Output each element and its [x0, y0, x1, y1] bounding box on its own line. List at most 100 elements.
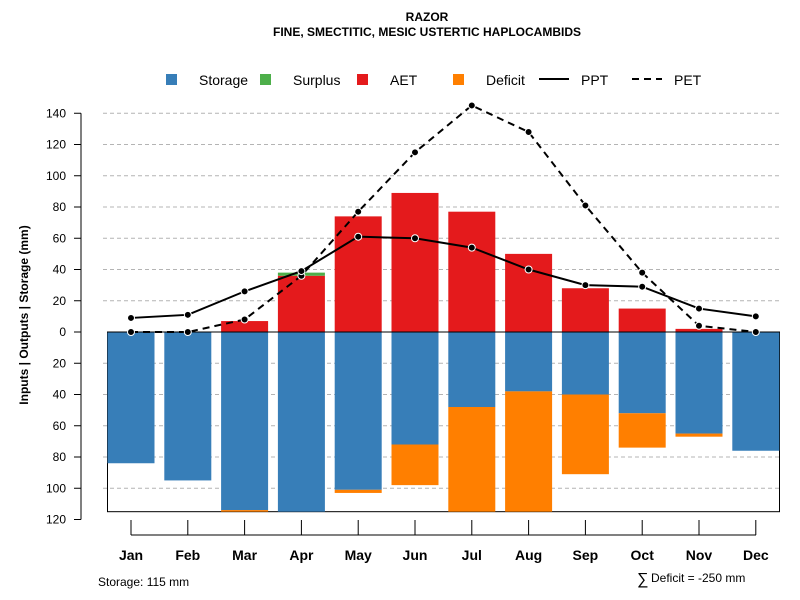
legend-label: Deficit	[486, 72, 525, 88]
deficit-bar	[391, 444, 439, 486]
deficit-sum-symbol: ∑	[637, 571, 648, 588]
legend-label: PPT	[581, 72, 609, 88]
legend-label: AET	[390, 72, 418, 88]
pet-point	[411, 148, 419, 157]
ppt-point	[183, 310, 192, 319]
pet-point	[183, 328, 192, 336]
storage-footer: Storage: 115 mm	[98, 575, 189, 589]
deficit-footer: Deficit = -250 mm	[651, 571, 745, 585]
x-tick-label: Dec	[743, 547, 769, 563]
aet-bar	[561, 288, 609, 332]
y-tick-label: 120	[46, 513, 66, 527]
line-series	[127, 101, 760, 336]
chart-subtitle: FINE, SMECTITIC, MESIC USTERTIC HAPLOCAM…	[273, 25, 581, 39]
y-tick-label: 60	[53, 231, 67, 245]
pet-point	[695, 321, 703, 330]
ppt-point	[354, 232, 363, 241]
pet-line	[131, 104, 756, 333]
y-axis-label: Inputs | Outputs | Storage (mm)	[17, 225, 31, 404]
x-tick-label: Nov	[686, 547, 713, 563]
pet-point	[524, 128, 533, 136]
legend-label: Storage	[199, 72, 248, 88]
x-tick-label: Jun	[403, 547, 428, 563]
x-tick-label: Oct	[631, 547, 655, 563]
ppt-point	[467, 243, 476, 252]
y-tick-label: 20	[53, 356, 67, 370]
x-tick-label: Aug	[515, 547, 542, 563]
legend-label: Surplus	[293, 72, 340, 88]
aet-bar	[675, 328, 723, 332]
storage-bar	[618, 332, 666, 414]
x-axis: Jan Feb Mar Apr May Jun Jul Aug Sep Oct Nov Dec	[119, 520, 769, 563]
y-tick-label: 140	[46, 106, 66, 120]
x-tick-label: Mar	[232, 547, 257, 563]
ppt-point	[524, 265, 533, 274]
pet-point	[467, 101, 476, 110]
y-tick-label: 100	[46, 169, 66, 183]
aet-bar	[391, 192, 439, 332]
legend-swatch	[166, 74, 177, 85]
ppt-point	[297, 267, 306, 276]
y-tick-label: 60	[53, 419, 67, 433]
deficit-bar	[675, 433, 723, 437]
y-tick-label: 80	[53, 200, 67, 214]
x-tick-label: Feb	[175, 547, 200, 563]
storage-bar	[164, 332, 212, 481]
aet-bar	[221, 321, 269, 332]
storage-bar	[732, 332, 780, 451]
storage-bar	[334, 332, 382, 490]
deficit-bar	[505, 391, 553, 512]
pet-point	[751, 328, 760, 336]
legend-swatch	[357, 74, 368, 85]
legend-swatch	[453, 74, 464, 85]
storage-bar	[221, 332, 269, 511]
storage-bar	[107, 332, 155, 464]
ppt-point	[695, 304, 703, 313]
ppt-point	[127, 313, 135, 322]
x-tick-label: Jul	[462, 547, 482, 563]
legend: Storage Surplus AET Deficit PPT PET	[166, 72, 702, 88]
storage-bar	[448, 332, 496, 407]
y-tick-label: 40	[53, 263, 67, 277]
ppt-point	[751, 312, 760, 321]
aet-bar	[448, 211, 496, 332]
ppt-point	[581, 281, 590, 290]
ppt-point	[240, 287, 249, 296]
aet-bar	[618, 308, 666, 332]
y-tick-label: 0	[59, 325, 66, 339]
ppt-line	[130, 235, 756, 319]
storage-bar	[391, 332, 439, 445]
x-tick-label: Apr	[289, 547, 314, 563]
chart-title: RAZOR	[406, 10, 449, 24]
deficit-bar	[221, 510, 269, 512]
pet-point	[581, 201, 590, 210]
storage-bar	[277, 332, 325, 512]
y-axis: 140 120 100 80 60 40 20 0 20 40 60 80 100 120	[46, 106, 82, 527]
x-tick-label: Sep	[573, 547, 599, 563]
aet-bar	[277, 275, 325, 332]
storage-bar	[675, 332, 723, 434]
y-tick-label: 20	[53, 294, 67, 308]
legend-swatch	[260, 74, 271, 85]
x-tick-label: Jan	[119, 547, 143, 563]
ppt-point	[411, 234, 419, 243]
storage-bar	[505, 332, 553, 392]
pet-point	[127, 328, 135, 336]
deficit-bar	[334, 489, 382, 493]
pet-point	[354, 207, 363, 216]
ppt-point	[638, 282, 647, 291]
y-tick-label: 100	[46, 481, 66, 495]
deficit-bar	[561, 394, 609, 475]
pet-point	[638, 268, 647, 277]
pet-point	[240, 315, 249, 324]
storage-bar	[561, 332, 609, 395]
x-tick-label: May	[345, 547, 372, 563]
y-tick-label: 40	[53, 388, 67, 402]
legend-label: PET	[674, 72, 702, 88]
y-tick-label: 80	[53, 450, 67, 464]
deficit-bar	[448, 407, 496, 512]
y-tick-label: 120	[46, 138, 66, 152]
bar-series	[107, 192, 780, 512]
deficit-bar	[618, 413, 666, 448]
